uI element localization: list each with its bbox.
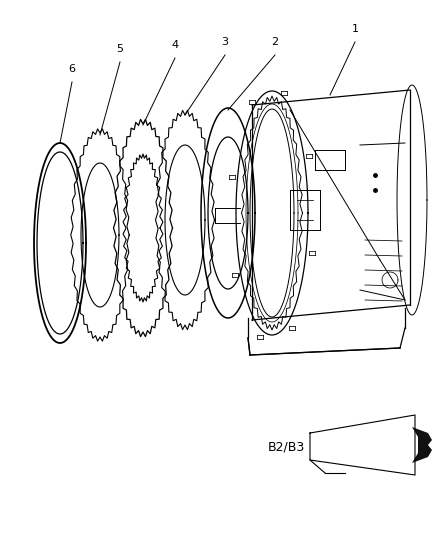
- Text: 3: 3: [222, 37, 229, 47]
- Text: 5: 5: [117, 44, 124, 54]
- Polygon shape: [412, 427, 432, 463]
- Text: 2: 2: [272, 37, 279, 47]
- Text: 4: 4: [171, 40, 179, 50]
- Text: 6: 6: [68, 64, 75, 74]
- Text: B2/B3: B2/B3: [268, 440, 305, 454]
- Text: 1: 1: [352, 24, 358, 34]
